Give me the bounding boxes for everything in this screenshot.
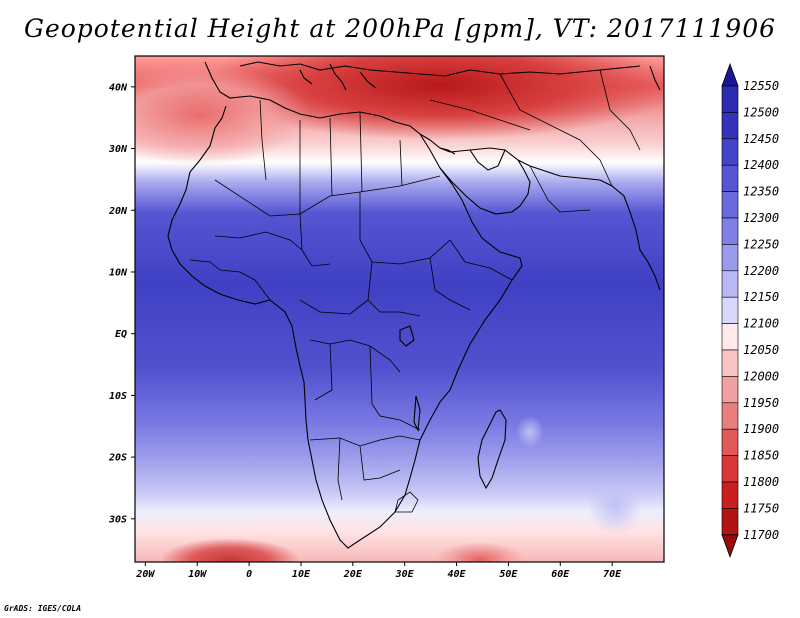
map-title: Geopotential Height at 200hPa [gpm], VT:…: [23, 14, 777, 43]
lon-tick-label: 60E: [551, 569, 570, 580]
colorbar-top-arrow: [721, 62, 739, 87]
lon-tick-label: 70E: [603, 569, 622, 580]
lat-tick-label: 30N: [108, 144, 128, 155]
lon-tick-label: 20E: [343, 569, 363, 580]
grads-credit: GrADS: IGES/COLA: [4, 604, 82, 613]
colorbar-swatch: [721, 296, 739, 324]
lon-tick-label: 10E: [292, 569, 311, 580]
colorbar-level-label: 11700: [743, 528, 779, 542]
colorbar-swatch: [721, 349, 739, 377]
colorbar-level-label: 12050: [743, 343, 779, 357]
colorbar-swatch: [721, 270, 739, 298]
colorbar-swatch: [721, 112, 739, 140]
lat-tick-label: 10S: [109, 391, 127, 402]
plot-frame: [134, 55, 665, 563]
colorbar-level-label: 12500: [743, 105, 779, 119]
colorbar-level-label: 12350: [743, 185, 779, 199]
lon-tick-label: 30E: [395, 569, 415, 580]
colorbar-swatch: [721, 217, 739, 245]
colorbar-swatch: [721, 85, 739, 113]
lat-tick-label: 10N: [109, 267, 128, 278]
latitude-axis: 40N 30N 20N 10N EQ 10S 20S 30S: [108, 82, 135, 525]
colorbar-level-label: 11850: [743, 449, 779, 463]
colorbar-swatch: [721, 164, 739, 192]
colorbar-swatch: [721, 508, 739, 536]
colorbar-level-label: 12400: [743, 158, 779, 172]
colorbar-swatch: [721, 428, 739, 456]
lon-tick-label: 0: [246, 569, 252, 580]
lat-tick-label: 40N: [109, 82, 128, 93]
lon-tick-label: 40E: [448, 569, 467, 580]
lon-tick-label: 50E: [499, 569, 518, 580]
colorbar-level-label: 12100: [743, 317, 779, 331]
colorbar-swatch: [721, 481, 739, 509]
colorbar-level-label: 12300: [743, 211, 779, 225]
colorbar-level-label: 11800: [743, 475, 779, 489]
colorbar-level-label: 12250: [743, 237, 779, 251]
colorbar-level-label: 12450: [743, 132, 779, 146]
geopotential-field: [135, 56, 664, 562]
colorbar-swatch: [721, 402, 739, 430]
colorbar-level-label: 12150: [743, 290, 779, 304]
colorbar-bottom-arrow: [721, 534, 739, 558]
colorbar-swatch: [721, 323, 739, 351]
lat-tick-label: 20S: [108, 453, 127, 464]
colorbar-swatch: [721, 138, 739, 166]
colorbar: 12550 12500 12450 12400 12350 12300 12250 12200…: [721, 62, 779, 558]
colorbar-swatch: [721, 191, 739, 219]
colorbar-swatch: [721, 244, 739, 272]
colorbar-level-label: 12000: [743, 369, 779, 383]
lon-tick-label: 20W: [135, 569, 155, 580]
colorbar-level-label: 11950: [743, 396, 779, 410]
lat-tick-label: EQ: [115, 329, 127, 340]
country-borders: [189, 69, 641, 513]
longitude-axis: 20W 10W 0 10E 20E 30E 40E 50E 60E 70E: [135, 562, 622, 580]
colorbar-level-label: 11900: [743, 422, 779, 436]
colorbar-level-label: 12200: [743, 264, 779, 278]
lat-tick-label: 30S: [108, 514, 127, 525]
lon-tick-label: 10W: [188, 569, 207, 580]
colorbar-swatch: [721, 376, 739, 404]
colorbar-level-label: 11750: [743, 501, 779, 515]
colorbar-swatch: [721, 455, 739, 483]
colorbar-level-label: 12550: [743, 79, 779, 93]
lat-tick-label: 20N: [108, 206, 128, 217]
